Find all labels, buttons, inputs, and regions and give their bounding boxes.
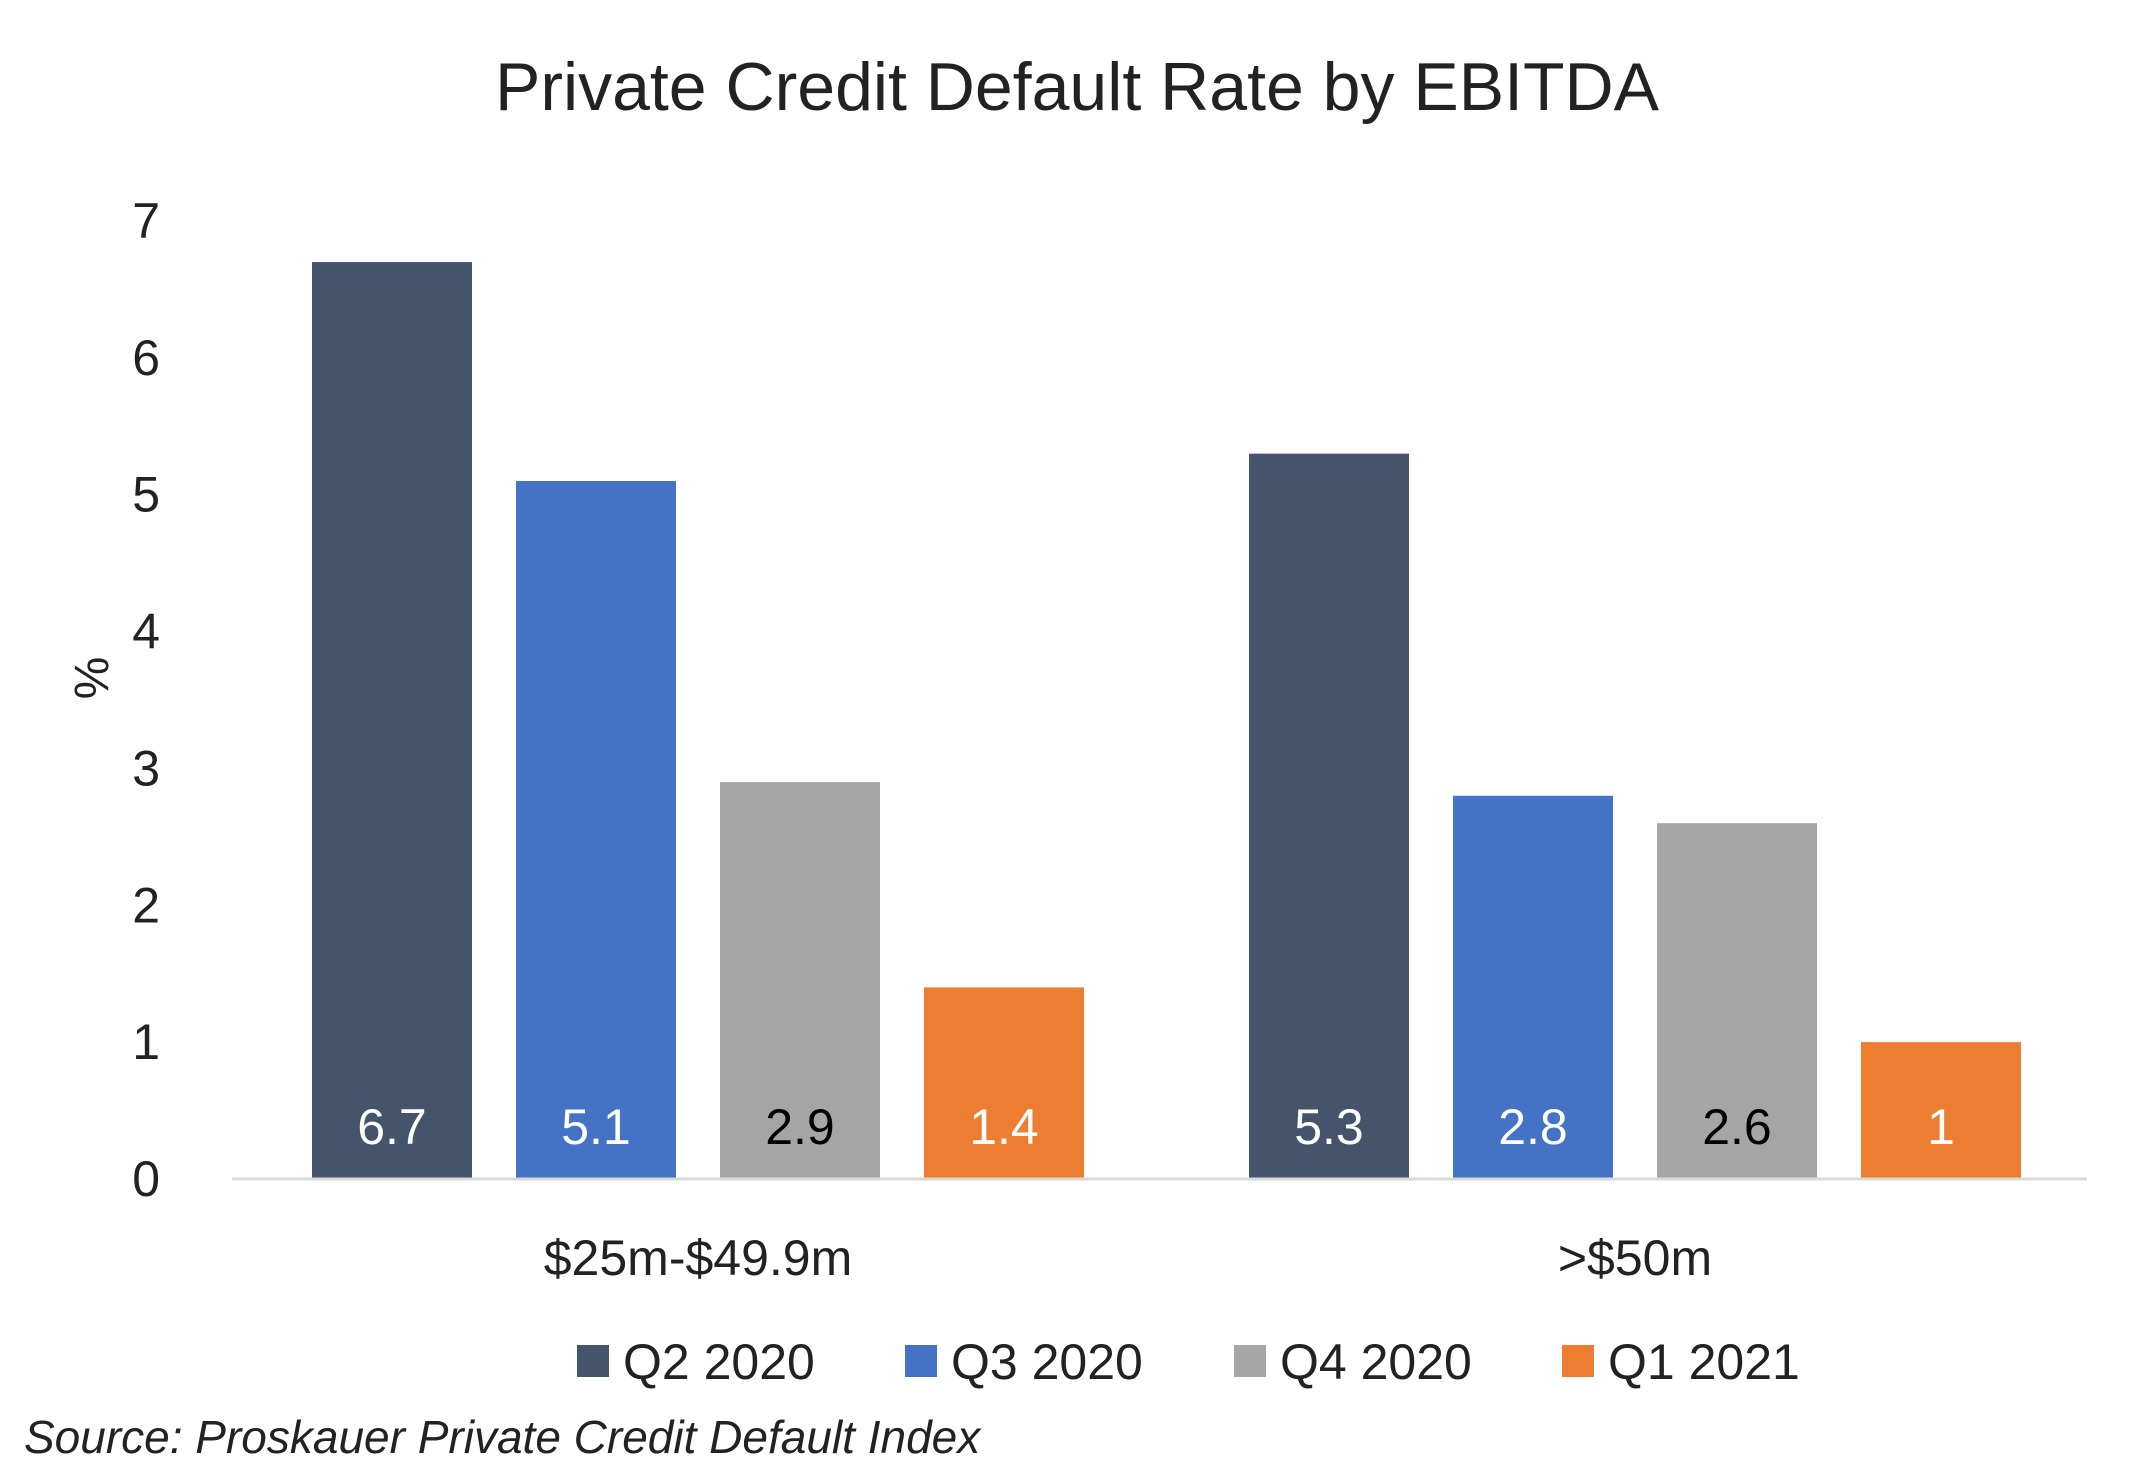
bar (1861, 1042, 2021, 1179)
y-tick-label: 0 (132, 1151, 160, 1207)
bar (1657, 823, 1817, 1179)
legend-swatch (1562, 1345, 1594, 1377)
bar-value-label: 5.1 (561, 1099, 631, 1155)
bars (312, 262, 2021, 1180)
bar-value-label: 6.7 (357, 1099, 427, 1155)
x-category-label: >$50m (1558, 1230, 1712, 1286)
legend-label: Q3 2020 (951, 1334, 1143, 1390)
legend-label: Q4 2020 (1280, 1334, 1472, 1390)
x-axis-category-labels: $25m-$49.9m >$50m (544, 1230, 1712, 1286)
x-category-label: $25m-$49.9m (544, 1230, 853, 1286)
legend-item: Q4 2020 (1234, 1334, 1472, 1390)
legend: Q2 2020 Q3 2020 Q4 2020 Q1 2021 (577, 1334, 1800, 1390)
bar (516, 481, 676, 1179)
legend-item: Q3 2020 (905, 1334, 1143, 1390)
y-tick-label: 4 (132, 604, 160, 660)
legend-item: Q2 2020 (577, 1334, 815, 1390)
y-tick-label: 7 (132, 193, 160, 249)
source-note: Source: Proskauer Private Credit Default… (24, 1411, 981, 1463)
legend-item: Q1 2021 (1562, 1334, 1800, 1390)
bar (1249, 453, 1409, 1180)
legend-swatch (905, 1345, 937, 1377)
legend-label: Q2 2020 (623, 1334, 815, 1390)
bar-value-label: 2.9 (765, 1099, 835, 1155)
chart-title: Private Credit Default Rate by EBITDA (495, 49, 1660, 125)
legend-swatch (577, 1345, 609, 1377)
bar (924, 987, 1084, 1179)
y-tick-label: 1 (132, 1014, 160, 1070)
bar-value-labels: 6.7 5.3 5.1 2.8 2.9 2.6 1.4 1 (357, 1099, 1955, 1155)
legend-swatch (1234, 1345, 1266, 1377)
bar-value-label: 5.3 (1294, 1099, 1364, 1155)
y-tick-label: 5 (132, 467, 160, 523)
legend-label: Q1 2021 (1608, 1334, 1800, 1390)
bar-value-label: 2.8 (1498, 1099, 1568, 1155)
bar (720, 782, 880, 1179)
bar (312, 262, 472, 1179)
bar-value-label: 1 (1927, 1099, 1955, 1155)
bar-value-label: 1.4 (969, 1099, 1039, 1155)
y-axis-label: % (66, 657, 119, 700)
y-tick-label: 6 (132, 330, 160, 386)
y-axis-ticks: 0 1 2 3 4 5 6 7 (132, 193, 160, 1207)
y-tick-label: 3 (132, 740, 160, 796)
bar (1453, 795, 1613, 1179)
bar-value-label: 2.6 (1702, 1099, 1772, 1155)
y-tick-label: 2 (132, 877, 160, 933)
